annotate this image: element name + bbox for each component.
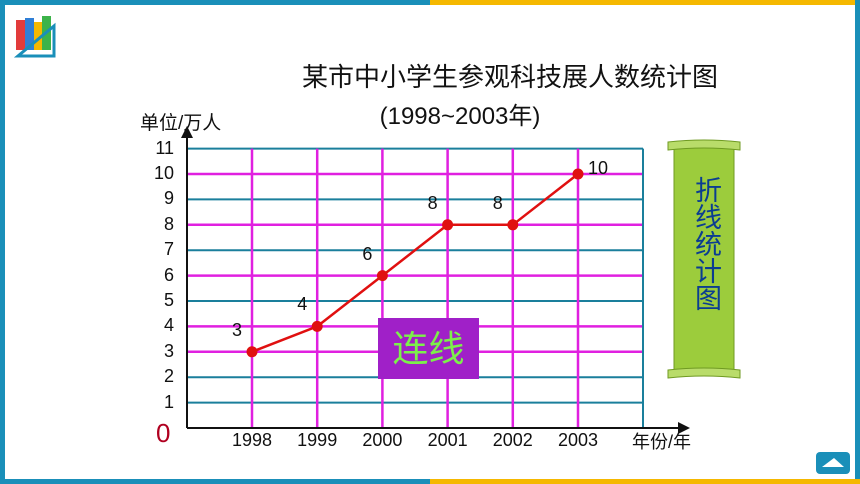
y-tick-7: 7: [163, 239, 174, 260]
frame-bottom-right: [430, 479, 860, 484]
frame-right: [855, 0, 860, 484]
data-label-1998: 3: [232, 319, 243, 340]
y-tick-8: 8: [163, 213, 174, 234]
data-label-2000: 6: [362, 243, 373, 264]
frame-top-right: [430, 0, 860, 5]
data-point-1999: [311, 320, 323, 332]
y-tick-9: 9: [163, 188, 174, 209]
data-point-2002: [507, 219, 519, 231]
frame-left: [0, 0, 5, 484]
x-tick-1999: 1999: [297, 430, 338, 450]
frame-bottom-left: [0, 479, 430, 484]
y-tick-4: 4: [163, 315, 174, 336]
data-point-2000: [376, 270, 388, 282]
y-tick-5: 5: [163, 290, 174, 310]
scroll-banner: [667, 139, 741, 379]
x-tick-2000: 2000: [362, 430, 403, 450]
chart-title: 某市中小学生参观科技展人数统计图: [301, 62, 718, 92]
data-point-2001: [442, 219, 454, 231]
y-tick-6: 6: [163, 264, 174, 285]
y-tick-1: 1: [163, 391, 174, 412]
data-label-1999: 4: [297, 294, 308, 315]
data-label-2003: 10: [588, 158, 609, 178]
data-point-1998: [246, 346, 258, 358]
y-tick-3: 3: [163, 340, 174, 361]
x-tick-1998: 1998: [231, 430, 273, 450]
x-axis-label: 年份/年: [632, 432, 692, 452]
y-tick-10: 10: [153, 163, 174, 183]
series-line: [251, 173, 579, 353]
chart-subtitle: (1998~2003年): [379, 103, 541, 130]
origin-label: 0: [156, 418, 171, 448]
x-tick-2001: 2001: [427, 430, 468, 450]
y-axis-label: 单位/万人: [140, 113, 222, 134]
y-tick-11: 11: [155, 137, 174, 158]
x-axis-arrow: [678, 422, 690, 434]
annotation-box: 连线: [378, 318, 479, 379]
data-point-2003: [572, 168, 584, 180]
x-tick-2003: 2003: [557, 430, 599, 450]
y-axis-arrow: [181, 126, 193, 138]
frame-top-left: [0, 0, 430, 5]
y-tick-2: 2: [163, 366, 174, 387]
data-label-2001: 8: [427, 192, 438, 213]
x-tick-2002: 2002: [492, 430, 533, 450]
data-label-2002: 8: [492, 192, 503, 213]
scroll-text: 折线统计图: [691, 176, 721, 311]
slide-nav-icon[interactable]: [816, 452, 850, 474]
books-logo-icon: [14, 16, 56, 58]
